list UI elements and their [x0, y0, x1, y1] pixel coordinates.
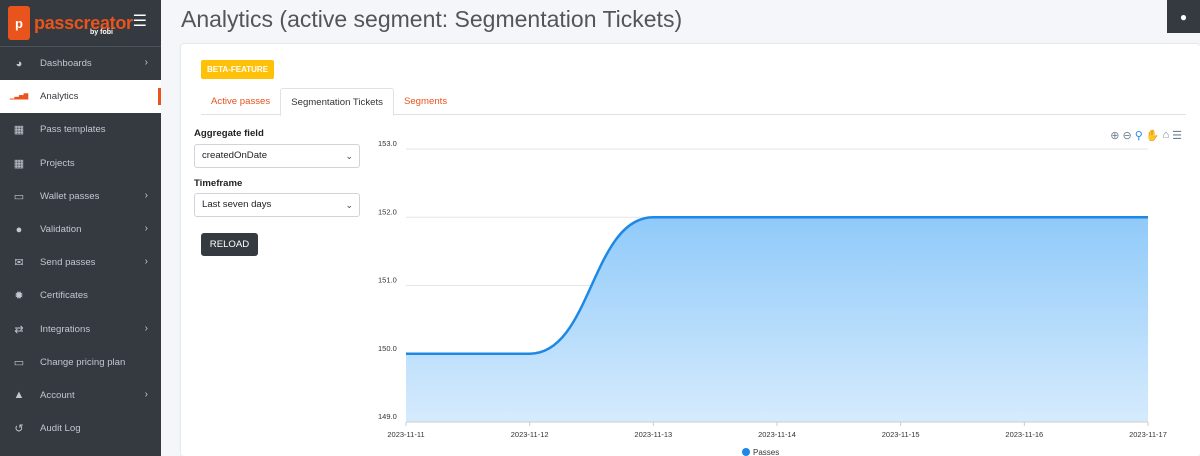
chevron-right-icon: ›	[144, 57, 148, 68]
y-tick-label: 153.0	[378, 139, 397, 148]
timeframe-select[interactable]: Last seven days ⌄	[194, 193, 360, 217]
chevron-down-icon: ⌄	[345, 200, 353, 210]
sidebar-item-dashboards[interactable]: ◕ Dashboards ›	[0, 47, 161, 80]
timeframe-label: Timeframe	[194, 178, 243, 189]
logo-icon: p	[8, 6, 30, 40]
x-tick-label: 2023-11-12	[511, 430, 549, 439]
hamburger-menu-icon[interactable]: ☰	[132, 13, 147, 30]
sidebar: p passcreator by fobi ☰ ◕ Dashboards › ▁▃▅▇…	[0, 0, 161, 456]
signal-bars-icon: ▁▃▅▇	[9, 94, 29, 101]
x-tick-label: 2023-11-15	[882, 430, 920, 439]
globe-icon: ●	[15, 223, 23, 236]
x-tick-label: 2023-11-13	[634, 430, 672, 439]
brand-sub: by fobi	[90, 29, 113, 36]
exchange-icon: ⇄	[14, 323, 24, 336]
sidebar-item-label: Change pricing plan	[40, 356, 126, 368]
y-tick-label: 151.0	[378, 276, 397, 285]
y-tick-label: 149.0	[378, 412, 397, 421]
chevron-down-icon: ⌄	[345, 151, 353, 161]
sidebar-item-label: Analytics	[40, 91, 79, 103]
passes-chart: ⊕ ⊖ ⚲ ✋ ⌂ ☰ 149.0 150.0 151.0 152.0 153.0 202…	[372, 126, 1192, 456]
pan-hand-icon[interactable]: ✋	[1145, 130, 1160, 142]
y-tick-label: 152.0	[378, 207, 397, 216]
tab-segmentation-tickets[interactable]: Segmentation Tickets	[280, 88, 394, 116]
brand-name: passcreator	[34, 12, 133, 33]
template-icon: ▦	[13, 124, 25, 137]
sidebar-item-wallet-passes[interactable]: ▭ Wallet passes ›	[0, 180, 161, 213]
sidebar-item-label: Wallet passes	[40, 190, 100, 202]
sidebar-item-label: Dashboards	[40, 58, 92, 70]
header: Analytics (active segment: Segmentation …	[161, 0, 1200, 44]
sidebar-item-pass-templates[interactable]: ▦ Pass templates	[0, 113, 161, 146]
sidebar-item-label: Audit Log	[40, 423, 81, 435]
analytics-card: BETA-FEATURE Active passes Segmentation …	[181, 44, 1200, 456]
x-tick-label: 2023-11-16	[1005, 430, 1043, 439]
aggregate-field-label: Aggregate field	[194, 128, 264, 139]
x-tick-label: 2023-11-14	[758, 430, 796, 439]
sidebar-item-audit-log[interactable]: ↺ Audit Log	[0, 412, 161, 445]
sidebar-item-account[interactable]: ▲ Account ›	[0, 379, 161, 412]
sidebar-item-validation[interactable]: ● Validation ›	[0, 213, 161, 246]
envelope-icon: ✉	[14, 257, 24, 270]
sidebar-item-label: Send passes	[40, 257, 96, 269]
chevron-right-icon: ›	[144, 256, 148, 268]
sidebar-nav: ◕ Dashboards › ▁▃▅▇ Analytics ▦ Pass templates…	[0, 47, 161, 445]
zoom-in-icon[interactable]: ⊕	[1110, 130, 1120, 142]
sidebar-item-label: Account	[40, 389, 75, 401]
sidebar-item-label: Certificates	[40, 290, 88, 302]
sidebar-item-integrations[interactable]: ⇄ Integrations ›	[0, 313, 161, 346]
series-area-passes	[406, 217, 1148, 422]
tab-segments[interactable]: Segments	[403, 96, 448, 107]
chevron-right-icon: ›	[144, 388, 148, 400]
chevron-right-icon: ›	[144, 222, 148, 234]
project-icon: ▦	[13, 157, 25, 170]
sidebar-item-label: Integrations	[40, 323, 91, 335]
dashboard-icon: ◕	[15, 57, 23, 70]
zoom-selection-icon[interactable]: ⚲	[1134, 130, 1143, 142]
sidebar-item-certificates[interactable]: ✹ Certificates	[0, 279, 161, 312]
sidebar-item-label: Projects	[40, 157, 75, 169]
chevron-right-icon: ›	[144, 322, 148, 334]
timeframe-value: Last seven days	[202, 199, 272, 210]
aggregate-field-value: createdOnDate	[202, 150, 268, 161]
card-icon: ▭	[13, 190, 25, 203]
sidebar-item-label: Validation	[40, 224, 82, 236]
x-tick-label: 2023-11-11	[387, 430, 424, 439]
chart-svg: 149.0 150.0 151.0 152.0 153.0 2023-11-11 2023-…	[378, 139, 1167, 456]
certificate-icon: ✹	[14, 290, 24, 303]
brand[interactable]: p passcreator by fobi ☰	[0, 0, 161, 47]
x-tick-label: 2023-11-17	[1129, 430, 1167, 439]
page-title: Analytics (active segment: Segmentation …	[181, 6, 683, 32]
series-line-passes	[405, 215, 1148, 356]
segment-tabs: Active passes Segmentation Tickets Segme…	[201, 88, 1186, 116]
chart-menu-icon[interactable]: ☰	[1172, 130, 1182, 142]
user-icon: ●	[1179, 9, 1188, 24]
legend-marker-passes	[742, 448, 750, 456]
y-tick-label: 150.0	[378, 344, 397, 353]
history-icon: ↺	[14, 423, 24, 436]
tab-active-passes[interactable]: Active passes	[211, 96, 271, 107]
aggregate-field-select[interactable]: createdOnDate ⌄	[194, 144, 360, 168]
chevron-right-icon: ›	[144, 189, 148, 201]
user-menu-button[interactable]: ●	[1167, 0, 1200, 33]
zoom-out-icon[interactable]: ⊖	[1122, 130, 1132, 142]
sidebar-item-analytics[interactable]: ▁▃▅▇ Analytics	[0, 80, 161, 114]
user-icon: ▲	[13, 389, 25, 402]
sidebar-item-change-pricing-plan[interactable]: ▭ Change pricing plan	[0, 346, 161, 379]
credit-card-icon: ▭	[13, 356, 25, 369]
sidebar-item-send-passes[interactable]: ✉ Send passes ›	[0, 246, 161, 279]
sidebar-item-label: Pass templates	[40, 124, 106, 136]
beta-badge: BETA-FEATURE	[201, 60, 275, 79]
chart-toolbar: ⊕ ⊖ ⚲ ✋ ⌂ ☰	[1110, 129, 1182, 142]
reload-button[interactable]: RELOAD	[201, 233, 258, 256]
reset-home-icon[interactable]: ⌂	[1162, 129, 1170, 141]
legend-label-passes: Passes	[753, 448, 779, 456]
sidebar-item-projects[interactable]: ▦ Projects	[0, 147, 161, 180]
